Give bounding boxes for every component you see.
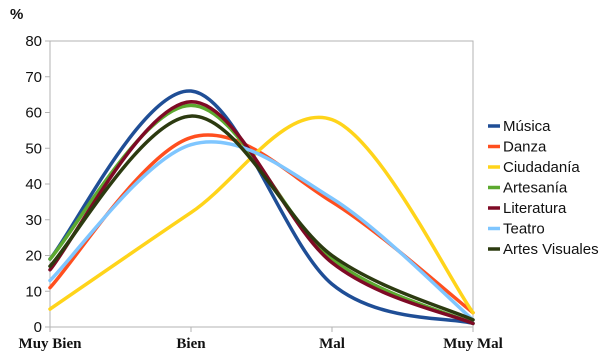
y-axis-unit-label: % xyxy=(10,6,23,23)
legend-label: Artes Visuales xyxy=(503,241,599,258)
y-tick-label: 60 xyxy=(25,105,42,122)
legend-label: Música xyxy=(503,118,551,135)
x-tick-label: Mal xyxy=(319,336,345,352)
x-tick-label: Bien xyxy=(176,336,206,352)
x-tick-label: Muy Mal xyxy=(443,336,503,352)
plot-area-frame xyxy=(49,40,474,328)
legend-label: Teatro xyxy=(503,221,545,238)
legend-label: Ciudadanía xyxy=(503,159,580,176)
x-tick-label: Muy Bien xyxy=(19,336,83,352)
y-tick-label: 70 xyxy=(25,69,42,86)
y-tick-label: 0 xyxy=(34,319,42,336)
legend-label: Danza xyxy=(503,139,547,156)
y-tick-label: 10 xyxy=(25,283,42,300)
series-line-5 xyxy=(48,140,475,322)
series-line-6 xyxy=(48,114,475,322)
x-axis-ticks: Muy Bien Bien Mal Muy Mal xyxy=(19,327,503,352)
y-tick-label: 50 xyxy=(25,140,42,157)
y-tick-label: 80 xyxy=(25,33,42,50)
y-tick-label: 40 xyxy=(25,176,42,193)
y-tick-label: 30 xyxy=(25,212,42,229)
legend-label: Literatura xyxy=(503,200,567,217)
legend-label: Artesanía xyxy=(503,180,568,197)
y-axis-ticks: 0 10 20 30 40 50 60 70 80 xyxy=(25,33,50,336)
series-lines xyxy=(48,89,475,326)
y-tick-label: 20 xyxy=(25,248,42,265)
legend: Música Danza Ciudadanía Artesanía Literatura… xyxy=(488,118,599,258)
series-line-2 xyxy=(48,115,475,315)
